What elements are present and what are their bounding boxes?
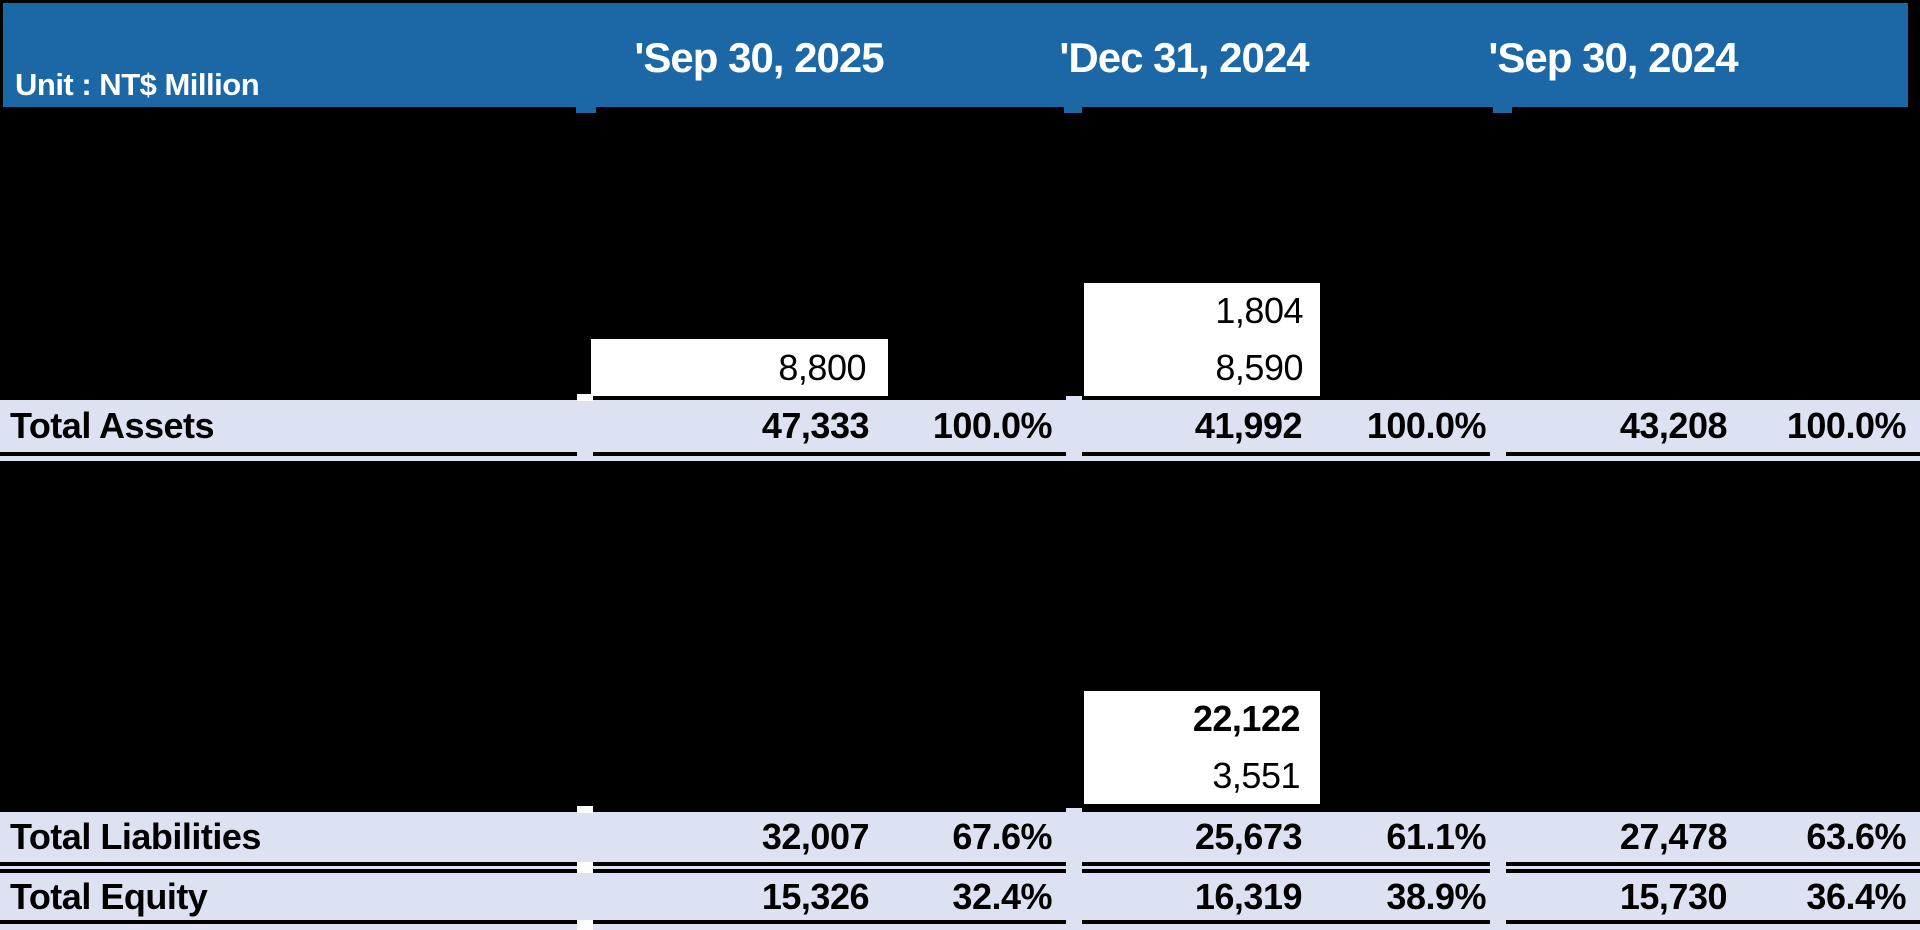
total-liabilities-row: Total Liabilities 32,007 67.6% 25,673 61…	[0, 812, 1920, 862]
cell-sep-30-2025-assets-1[interactable]: 8,800	[778, 346, 866, 388]
column-header-sep-30-2024[interactable]: 'Sep 30, 2024	[1488, 34, 1738, 81]
total-assets-pct-sep-30-2024[interactable]: 100.0%	[1786, 405, 1907, 446]
column-header-dec-31-2024[interactable]: 'Dec 31, 2024	[1059, 34, 1309, 81]
border-gap	[577, 452, 593, 461]
border-gap	[577, 862, 593, 873]
border-line	[0, 920, 1920, 924]
unit-label: Unit : NT$ Million	[15, 67, 260, 102]
total-assets-value-dec-31-2024[interactable]: 41,992	[1194, 405, 1303, 446]
border-gap	[1066, 862, 1082, 873]
column-boundary-tick	[1064, 107, 1082, 113]
border-gap	[577, 394, 593, 401]
column-header-sep-30-2025[interactable]: 'Sep 30, 2025	[634, 34, 884, 81]
border-gap	[577, 920, 593, 930]
total-assets-value-sep-30-2024[interactable]: 43,208	[1619, 405, 1728, 446]
border-gap	[577, 806, 593, 813]
cell-dec-31-2024-assets-1[interactable]: 1,804	[1215, 290, 1303, 332]
border-line	[585, 396, 1920, 400]
total-assets-pct-dec-31-2024[interactable]: 100.0%	[1366, 405, 1487, 446]
double-border-line	[0, 869, 1920, 873]
total-assets-value-sep-30-2025[interactable]: 47,333	[761, 405, 870, 446]
double-border-gap	[0, 866, 1920, 869]
total-liabilities-value-sep-30-2025[interactable]: 32,007	[761, 816, 870, 857]
total-equity-pct-sep-30-2024[interactable]: 36.4%	[1806, 875, 1906, 917]
detail-cells-sep-30-2025-assets: 8,800	[591, 339, 888, 400]
total-equity-pct-dec-31-2024[interactable]: 38.9%	[1386, 875, 1486, 917]
total-equity-value-dec-31-2024[interactable]: 16,319	[1194, 875, 1303, 917]
cell-dec-31-2024-assets-2[interactable]: 8,590	[1215, 346, 1303, 388]
total-liabilities-pct-dec-31-2024[interactable]: 61.1%	[1386, 816, 1486, 857]
column-boundary-tick	[1493, 107, 1512, 113]
total-liabilities-pct-sep-30-2024[interactable]: 63.6%	[1806, 816, 1906, 857]
total-liabilities-value-sep-30-2024[interactable]: 27,478	[1619, 816, 1728, 857]
border-gap	[1066, 920, 1082, 930]
double-border-line	[0, 862, 1920, 866]
border-gap	[1490, 920, 1506, 930]
detail-cells-dec-31-2024-liabilities: 22,122 3,551	[1084, 691, 1320, 808]
border-gap	[1066, 452, 1082, 461]
total-assets-label[interactable]: Total Assets	[10, 405, 215, 446]
cell-dec-31-2024-liabilities-2[interactable]: 3,551	[1212, 754, 1300, 796]
column-boundary-tick	[576, 107, 596, 113]
border-line	[0, 452, 1920, 456]
total-equity-value-sep-30-2024[interactable]: 15,730	[1619, 875, 1728, 917]
total-equity-value-sep-30-2025[interactable]: 15,326	[761, 875, 870, 917]
border-gap	[1490, 862, 1506, 873]
total-equity-pct-sep-30-2025[interactable]: 32.4%	[952, 875, 1052, 917]
border-gap	[1066, 808, 1082, 812]
table-header-bar: Unit : NT$ Million 'Sep 30, 2025 'Dec 31…	[3, 3, 1908, 107]
total-equity-label[interactable]: Total Equity	[10, 875, 208, 917]
row-fill-sliver	[0, 924, 1920, 930]
detail-cells-dec-31-2024-assets: 1,804 8,590	[1084, 283, 1320, 400]
row-fill-sliver	[0, 456, 1920, 461]
total-liabilities-value-dec-31-2024[interactable]: 25,673	[1194, 816, 1303, 857]
total-equity-row: Total Equity 15,326 32.4% 16,319 38.9% 1…	[0, 873, 1920, 920]
border-gap	[1490, 452, 1506, 461]
cell-dec-31-2024-liabilities-1[interactable]: 22,122	[1192, 698, 1301, 740]
border-line	[585, 808, 1920, 812]
total-liabilities-label[interactable]: Total Liabilities	[10, 816, 261, 857]
total-liabilities-pct-sep-30-2025[interactable]: 67.6%	[952, 816, 1052, 857]
total-assets-row: Total Assets 47,333 100.0% 41,992 100.0%…	[0, 400, 1920, 452]
border-gap	[1066, 396, 1082, 400]
total-assets-pct-sep-30-2025[interactable]: 100.0%	[932, 405, 1053, 446]
